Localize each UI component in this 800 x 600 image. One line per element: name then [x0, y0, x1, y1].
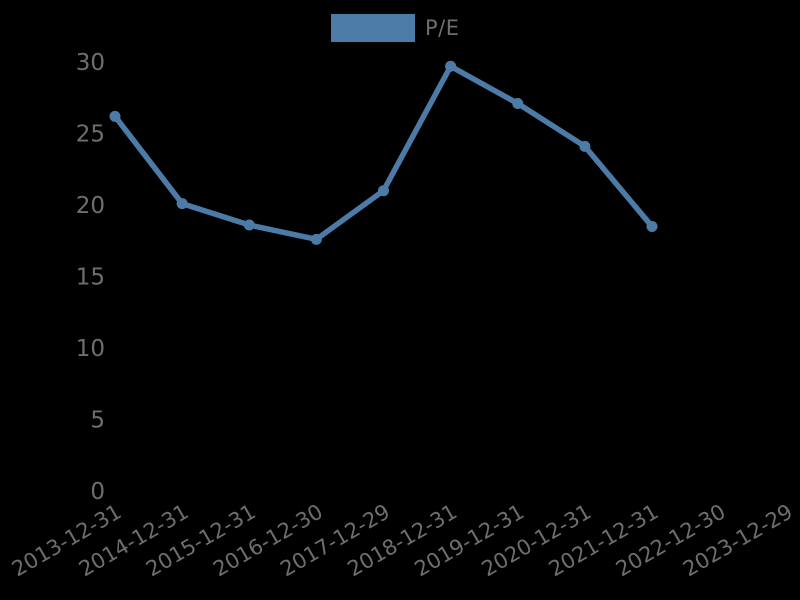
y-tick-label: 10 — [76, 336, 105, 362]
y-tick-label: 15 — [76, 265, 105, 291]
data-point-marker — [109, 110, 121, 122]
data-point-marker — [512, 97, 524, 109]
y-tick-label: 30 — [76, 50, 105, 76]
y-tick-label: 25 — [76, 122, 105, 148]
data-point-marker — [579, 140, 591, 152]
legend-label: P/E — [425, 16, 460, 40]
data-point-marker — [310, 233, 322, 245]
data-point-marker — [445, 60, 457, 72]
data-point-marker — [646, 220, 658, 232]
chart-legend: P/E — [331, 14, 460, 42]
pe-series-line — [112, 63, 655, 243]
data-point-marker — [243, 219, 255, 231]
data-point-marker — [378, 185, 389, 197]
y-tick-label: 0 — [90, 479, 105, 505]
data-point-marker — [176, 198, 188, 210]
y-tick-label: 20 — [76, 193, 105, 219]
legend-swatch — [331, 14, 415, 42]
y-tick-label: 5 — [90, 408, 105, 434]
